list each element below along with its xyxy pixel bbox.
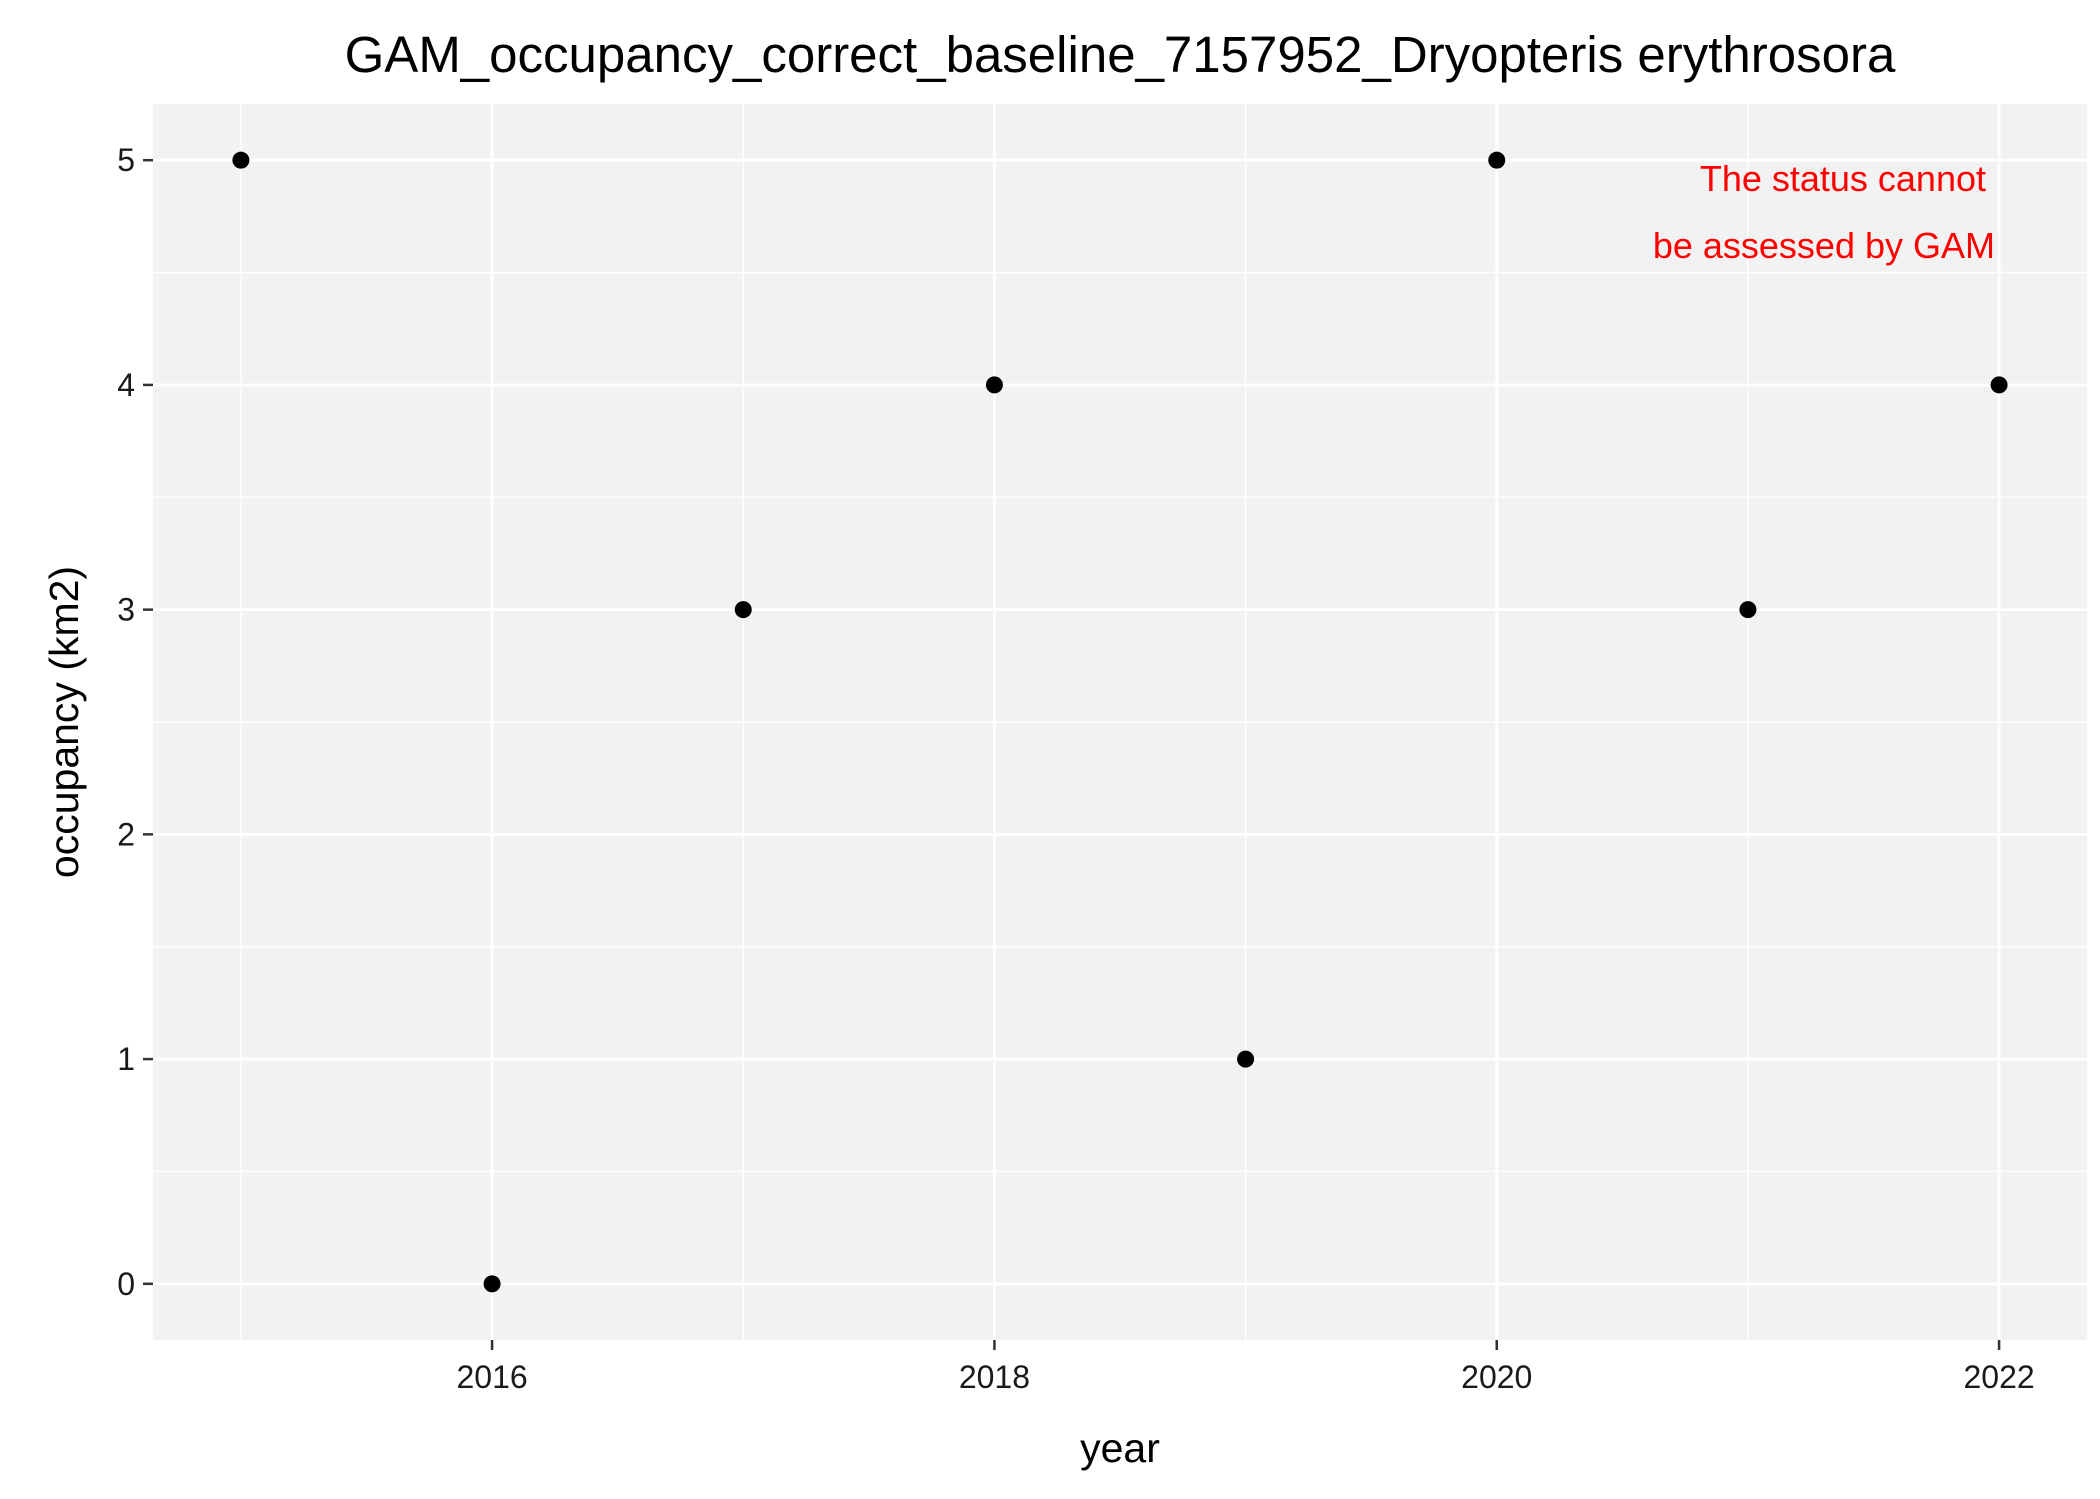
data-point: [734, 601, 752, 619]
x-tick-label: 2022: [1963, 1359, 2034, 1395]
data-point: [985, 376, 1003, 394]
x-axis: 2016 2018 2020 2022: [456, 1340, 2035, 1395]
y-tick-label: 1: [117, 1041, 135, 1077]
major-gridlines: [153, 104, 2087, 1340]
data-point: [1237, 1050, 1255, 1068]
data-point: [1488, 151, 1506, 169]
data-point: [1739, 601, 1757, 619]
y-tick-label: 0: [117, 1266, 135, 1302]
x-tick-label: 2020: [1461, 1359, 1532, 1395]
y-axis: 0 1 2 3 4 5: [117, 142, 153, 1302]
data-points: [232, 151, 2008, 1293]
x-axis-title: year: [1080, 1425, 1160, 1471]
y-tick-label: 4: [117, 367, 135, 403]
data-point: [232, 151, 250, 169]
x-tick-label: 2016: [456, 1359, 527, 1395]
y-tick-label: 2: [117, 816, 135, 852]
data-point: [483, 1275, 501, 1293]
status-annotation-line-1: The status cannot: [1700, 158, 1986, 199]
y-axis-title: occupancy (km2): [41, 566, 87, 878]
data-point: [1990, 376, 2008, 394]
y-tick-label: 5: [117, 142, 135, 178]
minor-gridlines: [153, 104, 2087, 1340]
status-annotation-line-2: be assessed by GAM: [1653, 225, 1995, 266]
chart-title: GAM_occupancy_correct_baseline_7157952_D…: [345, 26, 1896, 83]
x-tick-label: 2018: [959, 1359, 1030, 1395]
y-tick-label: 3: [117, 592, 135, 628]
